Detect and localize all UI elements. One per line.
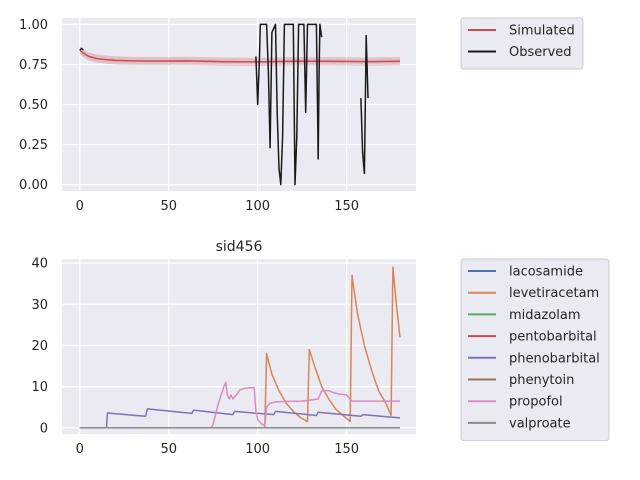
y-tick-label: 0.25 — [19, 138, 48, 153]
y-tick-label: 20 — [31, 339, 48, 354]
top-lines — [79, 23, 401, 186]
legend-label: Observed — [509, 45, 572, 60]
series-observed-line — [255, 23, 323, 186]
bottom-title: sid456 — [216, 239, 263, 255]
top-x-ticks: 0 50 100 150 — [76, 199, 359, 214]
x-tick-label: 150 — [334, 442, 359, 457]
x-tick-label: 150 — [334, 199, 359, 214]
top-y-ticks: 0.00 0.25 0.50 0.75 1.00 — [19, 18, 48, 193]
bottom-panel: sid456 0 50 100 150 0 10 20 30 40 lacosamide lev… — [31, 239, 610, 457]
x-tick-label: 100 — [245, 442, 270, 457]
y-tick-label: 0 — [40, 421, 48, 436]
legend-label: midazolam — [509, 308, 581, 323]
x-tick-label: 0 — [76, 199, 84, 214]
legend-label: phenobarbital — [509, 351, 600, 366]
x-tick-label: 50 — [160, 199, 177, 214]
series-observed-line — [79, 47, 84, 51]
y-tick-label: 0.50 — [19, 98, 48, 113]
bottom-legend: lacosamide levetiracetam midazolam pentobar… — [460, 258, 610, 442]
legend-box — [460, 258, 610, 442]
series-propofol-line — [79, 381, 400, 429]
legend-label: levetiracetam — [509, 286, 599, 301]
y-tick-label: 10 — [31, 380, 48, 395]
legend-label: pentobarbital — [509, 330, 597, 345]
series-phenobarbital-line — [79, 408, 401, 429]
series-observed-line — [360, 34, 369, 175]
x-tick-label: 0 — [76, 442, 84, 457]
top-panel: 0 50 100 150 0.00 0.25 0.50 0.75 1.00 Simulated… — [19, 17, 584, 214]
y-tick-label: 40 — [31, 257, 48, 272]
top-legend: Simulated Observed — [460, 17, 584, 70]
y-tick-label: 0.75 — [19, 58, 48, 73]
bottom-plot-area — [62, 259, 416, 434]
y-tick-label: 30 — [31, 298, 48, 313]
x-tick-label: 100 — [245, 199, 270, 214]
bottom-lines — [79, 266, 401, 429]
bottom-x-ticks: 0 50 100 150 — [76, 442, 359, 457]
x-tick-label: 50 — [160, 442, 177, 457]
legend-label: Simulated — [509, 24, 575, 39]
bottom-y-ticks: 0 10 20 30 40 — [31, 257, 48, 437]
legend-label: propofol — [509, 395, 563, 410]
y-tick-label: 0.00 — [19, 178, 48, 193]
y-tick-label: 1.00 — [19, 18, 48, 33]
legend-label: phenytoin — [509, 373, 574, 388]
legend-label: lacosamide — [509, 265, 583, 280]
legend-label: valproate — [509, 416, 571, 431]
